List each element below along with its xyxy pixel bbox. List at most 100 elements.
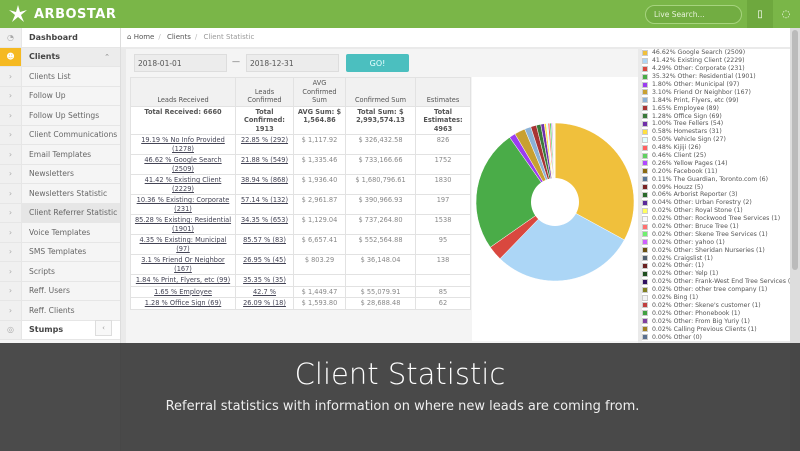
table-cell: $ 28,688.48: [345, 297, 416, 310]
leads-confirmed-link[interactable]: 26.09 % (18): [243, 299, 286, 307]
leads-received-link[interactable]: 3.1 % Friend Or Neighbor (167): [141, 256, 225, 273]
leads-confirmed-link[interactable]: 85.57 % (83): [243, 236, 286, 244]
legend-item[interactable]: 0.26% Yellow Pages (14): [642, 159, 790, 167]
mobile-icon[interactable]: ▯: [747, 0, 773, 28]
legend-item[interactable]: 0.02% Bing (1): [642, 294, 790, 302]
collapse-sidebar-button[interactable]: ‹: [95, 320, 112, 336]
pie-slice[interactable]: [499, 201, 625, 282]
logo[interactable]: ARBOSTAR: [8, 4, 116, 24]
leads-received-link[interactable]: 10.36 % Existing: Corporate (231): [136, 196, 230, 213]
legend-item[interactable]: 0.04% Other: Urban Forestry (2): [642, 199, 790, 207]
leads-received-link[interactable]: 1.28 % Office Sign (69): [144, 299, 222, 307]
sidebar-item-label: SMS Templates: [29, 247, 87, 257]
legend-item[interactable]: 1.80% Other: Municipal (97): [642, 81, 790, 89]
scrollbar-thumb[interactable]: [792, 30, 798, 270]
table-cell: [345, 274, 416, 287]
legend-item[interactable]: 0.02% Other: (1): [642, 262, 790, 270]
legend-item[interactable]: 3.10% Friend Or Neighbor (167): [642, 88, 790, 96]
legend-item[interactable]: 0.02% Other: Frank-West End Tree Service…: [642, 278, 797, 286]
legend-item[interactable]: 0.02% Other: Rockwood Tree Services (1): [642, 215, 790, 223]
sidebar-item-newsletters[interactable]: › Newsletters: [0, 164, 120, 184]
sidebar-item-email-templates[interactable]: › Email Templates: [0, 145, 120, 165]
leads-confirmed-link[interactable]: 22.85 % (292): [240, 136, 289, 144]
legend-item[interactable]: 0.02% Other: yahoo (1): [642, 238, 790, 246]
breadcrumb-home[interactable]: Home: [133, 33, 155, 41]
sidebar-item-sms-templates[interactable]: › SMS Templates: [0, 242, 120, 262]
legend-item[interactable]: 0.06% Arborist Reporter (3): [642, 191, 790, 199]
legend-item[interactable]: 0.02% Other: Sheridan Nurseries (1): [642, 246, 790, 254]
leads-received-link[interactable]: 1.84 % Print, Flyers, etc (99): [135, 276, 231, 284]
legend-item[interactable]: 0.02% Other: Skene's customer (1): [642, 302, 790, 310]
legend-item[interactable]: 0.02% Craigslist (1): [642, 254, 790, 262]
legend-item[interactable]: 1.00% Tree Fellers (54): [642, 120, 790, 128]
sidebar-item-follow-up-settings[interactable]: › Follow Up Settings: [0, 106, 120, 126]
leads-received-link[interactable]: 1.65 % Employee: [154, 287, 212, 296]
sidebar-item-client-communications[interactable]: › Client Communications: [0, 125, 120, 145]
go-button[interactable]: GO!: [346, 54, 409, 72]
legend-swatch: [642, 262, 648, 269]
sidebar-item-reff-users[interactable]: › Reff. Users: [0, 281, 120, 301]
legend-item[interactable]: 0.58% Homestars (31): [642, 128, 790, 136]
leads-received-link[interactable]: 4.35 % Existing: Municipal (97): [139, 236, 227, 253]
leads-received-link[interactable]: 41.42 % Existing Client (2229): [144, 176, 222, 193]
legend-item[interactable]: 0.02% Other: Royal Stone (1): [642, 207, 790, 215]
live-search-input[interactable]: Live Search...: [645, 5, 742, 24]
legend-item[interactable]: 0.02% Other: Skene Tree Services (1): [642, 230, 790, 238]
sidebar-item-scripts[interactable]: › Scripts: [0, 262, 120, 282]
leads-confirmed-link[interactable]: 34.35 % (653): [240, 216, 289, 224]
legend-item[interactable]: 0.48% Kijiji (26): [642, 144, 790, 152]
leads-confirmed-link[interactable]: 26.95 % (45): [243, 256, 286, 264]
breadcrumb-clients[interactable]: Clients: [166, 33, 191, 41]
legend-item[interactable]: 1.84% Print, Flyers, etc (99): [642, 96, 790, 104]
sidebar-item-dashboard[interactable]: ◔ Dashboard: [0, 28, 120, 48]
legend-item[interactable]: 1.28% Office Sign (69): [642, 112, 790, 120]
legend-item[interactable]: 35.32% Other: Residential (1901): [642, 73, 790, 81]
sidebar-item-newsletters-statistic[interactable]: › Newsletters Statistic: [0, 184, 120, 204]
legend-item[interactable]: 46.62% Google Search (2509): [642, 49, 790, 57]
sidebar-item-follow-up[interactable]: › Follow Up: [0, 86, 120, 106]
pie-slice[interactable]: [475, 136, 556, 248]
legend-item[interactable]: 1.65% Employee (89): [642, 104, 790, 112]
legend-swatch: [642, 191, 648, 198]
leads-received-link[interactable]: 19.19 % No Info Provided (1278): [141, 136, 225, 153]
sidebar-item-label: Voice Templates: [29, 227, 91, 237]
chat-icon[interactable]: ◌: [781, 8, 791, 20]
legend-item[interactable]: 0.02% Other: Phonebook (1): [642, 309, 790, 317]
legend-item[interactable]: 0.20% Facebook (11): [642, 167, 790, 175]
legend-item[interactable]: 0.00% Other (0): [642, 333, 790, 341]
leads-confirmed-link[interactable]: 57.14 % (132): [240, 196, 289, 204]
legend-swatch: [642, 310, 648, 317]
sidebar-item-clients[interactable]: ☻ Clients ⌃: [0, 47, 120, 67]
legend-item[interactable]: 0.02% Other: From Big Yuriy (1): [642, 317, 790, 325]
date-from-input[interactable]: 2018-01-01: [134, 54, 227, 72]
legend-label: 0.04% Other: Urban Forestry (2): [652, 199, 752, 207]
sidebar-item-label: Scripts: [29, 266, 55, 276]
legend-item[interactable]: 0.50% Vehicle Sign (27): [642, 136, 790, 144]
sidebar-item-clients-list[interactable]: › Clients List: [0, 67, 120, 87]
sidebar-item-voice-templates[interactable]: › Voice Templates: [0, 223, 120, 243]
legend-item[interactable]: 0.09% Houzz (5): [642, 183, 790, 191]
legend-item[interactable]: 0.11% The Guardian, Toronto.com (6): [642, 175, 790, 183]
leads-confirmed-link[interactable]: 21.88 % (549): [240, 156, 289, 164]
legend-item[interactable]: 41.42% Existing Client (2229): [642, 57, 790, 65]
leads-confirmed-link[interactable]: 42.7 %: [252, 287, 277, 296]
date-to-input[interactable]: 2018-12-31: [246, 54, 339, 72]
leads-confirmed-link[interactable]: 35.35 % (35): [243, 276, 286, 284]
legend-item[interactable]: 0.46% Client (25): [642, 152, 790, 160]
legend-item[interactable]: 0.02% Calling Previous Clients (1): [642, 325, 790, 333]
leads-received-link[interactable]: 85.28 % Existing: Residential (1901): [134, 216, 232, 233]
leads-received-link[interactable]: 46.62 % Google Search (2509): [144, 156, 222, 173]
leads-confirmed-link[interactable]: 38.94 % (868): [240, 176, 289, 184]
legend-item[interactable]: 4.29% Other: Corporate (231): [642, 65, 790, 73]
sidebar-item-client-referrer-statistic[interactable]: › Client Referrer Statistic: [0, 203, 120, 223]
legend-item[interactable]: 0.02% Other: other tree company (1): [642, 286, 790, 294]
sidebar-item-label: Newsletters: [29, 169, 75, 179]
column-header: AVG Confirmed Sum: [293, 77, 346, 107]
legend-item[interactable]: 0.02% Other: Yelp (1): [642, 270, 790, 278]
sidebar-item-stumps[interactable]: ◎Stumps⌄: [0, 320, 120, 340]
users-icon: ☻: [0, 47, 22, 66]
legend-swatch: [642, 223, 648, 230]
sidebar-item-reff-clients[interactable]: › Reff. Clients: [0, 301, 120, 321]
legend-item[interactable]: 0.02% Other: Bruce Tree (1): [642, 223, 790, 231]
column-header: Estimates: [415, 77, 471, 107]
